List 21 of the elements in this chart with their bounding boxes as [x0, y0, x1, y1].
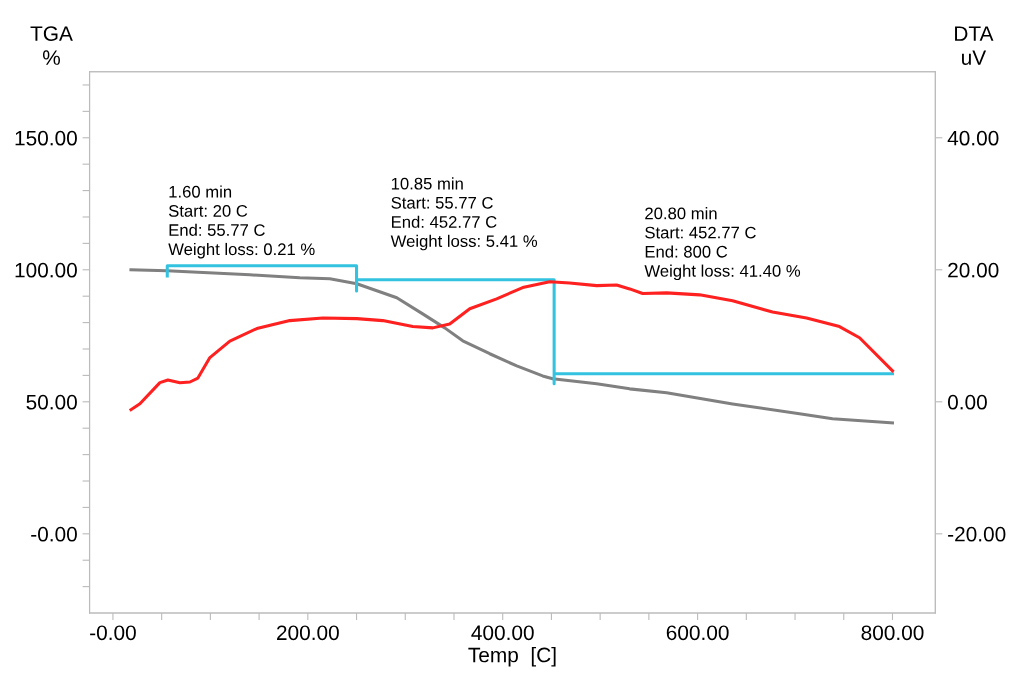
y-tick-label: 150.00 — [15, 130, 77, 146]
y-axis-title: TGA % — [30, 26, 73, 65]
y2-tick-label: 20.00 — [948, 262, 999, 278]
y2-tick-label: -20.00 — [948, 526, 1006, 542]
x-tick-label: 600.00 — [666, 625, 729, 641]
y-tick-label: 100.00 — [15, 262, 77, 278]
line-series — [129, 280, 895, 412]
line-series — [165, 264, 895, 386]
x-tick-label: -0.00 — [90, 625, 136, 641]
x-axis-title: Temp [C] — [468, 647, 556, 667]
x-tick-label: 200.00 — [277, 625, 339, 641]
x-tick-label: 400.00 — [471, 625, 534, 641]
y-tick-label: 50.00 — [26, 394, 77, 410]
y-tick-label: -0.00 — [31, 526, 77, 542]
y2-axis-title: DTA uV — [955, 26, 994, 65]
annotation: 10.85 min Start: 55.77 C End: 452.77 C Weight loss: 5.41 % — [390, 177, 538, 251]
y2-tick-label: 40.00 — [947, 130, 999, 146]
x-tick-label: 800.00 — [861, 625, 924, 641]
annotation: 1.60 min Start: 20 C End: 55.77 C Weight loss: 0.21 % — [168, 185, 315, 259]
y2-tick-label: 0.00 — [947, 394, 987, 410]
annotation: 20.80 min Start: 452.77 C End: 800 C Weight loss: 41.40 % — [644, 207, 801, 281]
